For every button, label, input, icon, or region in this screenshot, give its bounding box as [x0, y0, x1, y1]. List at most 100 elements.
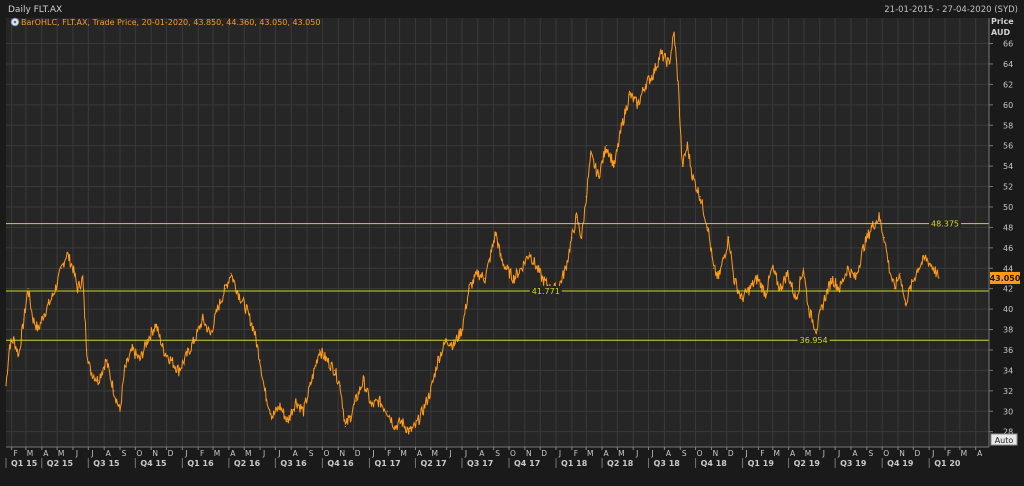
quarter-label: Q2 16	[234, 459, 261, 468]
reference-label-background	[529, 286, 562, 298]
month-label: A	[417, 449, 423, 458]
price-point	[779, 288, 781, 290]
month-label: D	[168, 449, 174, 458]
month-label: M	[214, 449, 220, 458]
price-point	[888, 267, 890, 269]
price-point	[893, 288, 896, 290]
price-point	[831, 277, 833, 280]
legend-icon[interactable]	[10, 17, 20, 27]
price-point	[520, 267, 522, 269]
price-point	[131, 349, 133, 351]
quarter-label: Q4 18	[701, 459, 728, 468]
price-point	[422, 410, 424, 412]
y-tick-label: 46	[1003, 244, 1013, 253]
month-label: J	[277, 449, 280, 458]
price-point	[27, 288, 29, 290]
quarter-label: Q2 17	[420, 459, 446, 468]
price-point	[652, 73, 654, 75]
price-point	[437, 359, 439, 361]
plot-area	[6, 18, 989, 447]
date-range: 21-01-2015 - 27-04-2020 (SYD)	[884, 5, 1018, 15]
price-point	[740, 298, 743, 300]
month-label: M	[432, 449, 438, 458]
price-point	[155, 323, 157, 326]
price-point	[637, 104, 639, 106]
price-point	[771, 267, 773, 269]
price-point	[72, 267, 74, 269]
price-point	[339, 385, 341, 387]
price-point	[230, 272, 232, 274]
y-tick-label: 28	[1003, 428, 1013, 437]
price-point	[597, 175, 600, 177]
price-point	[245, 308, 247, 310]
month-label: M	[961, 449, 967, 458]
price-point	[414, 425, 417, 428]
price-point	[326, 359, 328, 361]
price-point	[18, 354, 20, 356]
price-point	[61, 267, 63, 269]
price-point	[933, 267, 935, 269]
y-tick-label: 34	[1003, 366, 1013, 375]
price-point	[899, 272, 901, 274]
price-point	[765, 293, 767, 295]
month-label: A	[43, 449, 49, 458]
y-tick-label: 66	[1003, 40, 1013, 49]
price-point	[699, 196, 701, 198]
month-label: F	[200, 449, 204, 458]
price-point	[733, 277, 735, 280]
price-point	[271, 415, 273, 417]
price-point	[430, 390, 432, 392]
reference-line-label: 36.954	[800, 336, 828, 345]
last-price-label: 43.050	[990, 274, 1021, 283]
month-label: J	[650, 449, 653, 458]
month-label: M	[27, 449, 33, 458]
price-point	[756, 277, 759, 280]
month-label: S	[309, 449, 314, 458]
price-point	[386, 410, 388, 412]
price-point	[668, 63, 670, 65]
price-point	[613, 165, 615, 167]
price-point	[224, 288, 226, 290]
quarter-label: Q4 16	[327, 459, 354, 468]
price-point	[23, 318, 25, 320]
price-point	[5, 385, 7, 387]
price-point	[565, 267, 567, 269]
quarter-label: Q1 15	[11, 459, 38, 468]
month-label: A	[852, 449, 858, 458]
month-label: J	[635, 449, 638, 458]
price-point	[878, 216, 880, 218]
quarter-label: Q4 19	[887, 459, 914, 468]
price-point	[795, 298, 797, 300]
price-point	[870, 226, 873, 228]
price-point	[749, 288, 751, 290]
auto-scale-button-label[interactable]: Auto	[995, 436, 1014, 445]
price-point	[97, 380, 99, 382]
price-point	[528, 252, 531, 254]
month-label: N	[713, 449, 719, 458]
price-point	[938, 277, 940, 279]
month-label: J	[75, 449, 78, 458]
auto-scale-button[interactable]: Auto	[990, 433, 1018, 446]
price-point	[279, 405, 281, 407]
y-tick-label: 32	[1003, 387, 1013, 396]
price-point	[378, 400, 380, 402]
price-point	[846, 267, 849, 269]
price-point	[925, 257, 927, 259]
quarter-label: Q2 15	[47, 459, 74, 468]
price-point	[76, 288, 79, 290]
month-label: F	[574, 449, 578, 458]
y-tick-label: 56	[1003, 142, 1013, 151]
last-price-badge	[990, 271, 1020, 284]
price-point	[862, 247, 864, 249]
price-point	[854, 277, 857, 280]
price-point	[712, 267, 715, 269]
price-point	[287, 420, 289, 423]
auto-scale-button-frame[interactable]	[990, 433, 1018, 446]
month-label: J	[837, 449, 840, 458]
quarter-label: Q1 16	[187, 459, 214, 468]
y-axis: 28 30 32 34 36 38 40 42 44 46 48 50 52 54 56 58 60 62 64 66…	[988, 18, 1021, 447]
legend-text: BarOHLC, FLT.AX, Trade Price, 20-01-2020…	[21, 18, 320, 27]
month-label: J	[464, 449, 467, 458]
quarter-label: Q1 18	[561, 459, 588, 468]
